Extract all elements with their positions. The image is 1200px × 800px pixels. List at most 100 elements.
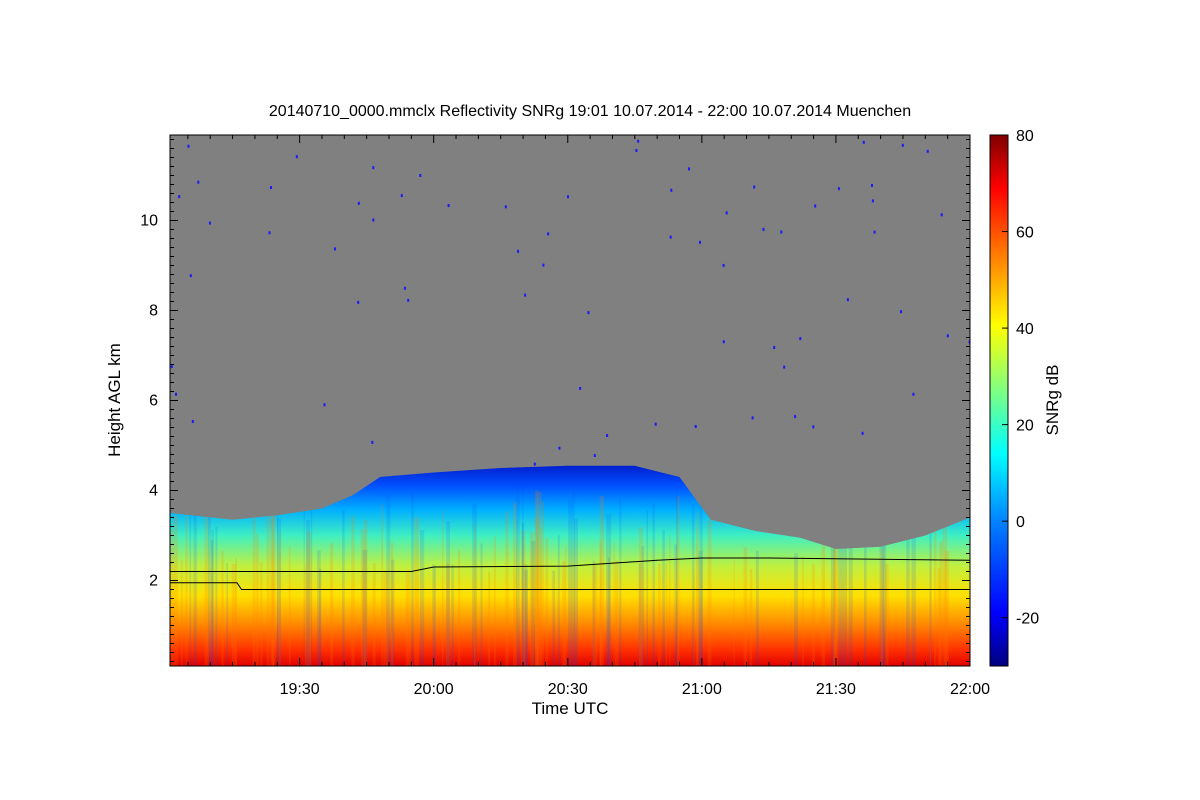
echo-streak <box>934 532 937 666</box>
noise-pixel <box>946 334 949 338</box>
echo-streak <box>411 490 414 666</box>
noise-pixel <box>175 392 177 396</box>
echo-streak <box>707 521 710 666</box>
echo-streak <box>658 563 661 666</box>
echo-streak <box>419 530 425 666</box>
noise-pixel <box>901 143 904 147</box>
echo-streak <box>446 563 450 666</box>
x-tick-label: 20:30 <box>548 681 588 698</box>
y-tick-label: 2 <box>149 573 158 590</box>
noise-pixel <box>593 454 596 457</box>
noise-pixel <box>334 247 336 251</box>
echo-streak <box>472 503 477 666</box>
echo-streak <box>372 563 376 666</box>
echo-streak <box>834 540 836 666</box>
echo-streak <box>699 489 703 666</box>
echo-streak <box>615 560 619 666</box>
noise-pixel <box>780 230 783 234</box>
echo-streak <box>592 560 596 666</box>
noise-pixel <box>873 230 876 234</box>
noise-pixel <box>900 310 902 314</box>
y-tick-label: 6 <box>149 393 158 410</box>
echo-streak <box>458 549 461 666</box>
noise-pixel <box>635 149 638 152</box>
noise-pixel <box>504 205 507 209</box>
echo-streak <box>833 503 838 666</box>
echo-streak <box>351 516 355 666</box>
echo-streak <box>599 540 602 666</box>
noise-pixel <box>912 392 915 396</box>
echo-streak <box>480 543 483 666</box>
noise-pixel <box>654 422 657 426</box>
echo-streak <box>446 521 450 666</box>
noise-pixel <box>688 167 690 171</box>
noise-pixel <box>372 218 375 222</box>
echo-streak <box>574 519 578 666</box>
echo-streak <box>906 500 910 666</box>
echo-streak <box>235 558 237 666</box>
echo-streak <box>709 499 712 666</box>
noise-pixel <box>403 286 406 290</box>
echo-streak <box>180 560 183 666</box>
echo-streak <box>270 490 275 666</box>
echo-streak <box>255 533 259 666</box>
echo-streak <box>652 503 655 666</box>
echo-streak <box>215 526 218 666</box>
noise-pixel <box>517 249 520 253</box>
y-tick-label: 10 <box>140 213 158 230</box>
echo-streak <box>540 528 542 666</box>
echo-streak <box>662 530 665 666</box>
echo-streak <box>619 498 622 666</box>
echo-streak <box>536 491 542 666</box>
y-axis-title: Height AGL km <box>105 343 124 457</box>
noise-pixel <box>542 263 545 267</box>
echo-streak <box>383 570 389 666</box>
upper-line <box>170 557 970 572</box>
echo-streak <box>693 569 695 666</box>
echo-streak <box>516 485 520 666</box>
noise-pixel <box>669 235 672 239</box>
echo-streak <box>545 537 549 666</box>
echo-streak <box>317 550 321 666</box>
noise-pixel <box>524 293 527 297</box>
echo-streak <box>848 520 853 666</box>
echo-streak <box>221 550 224 666</box>
noise-pixel <box>178 195 181 199</box>
noise-pixel <box>722 263 725 267</box>
echo-streak <box>211 529 214 666</box>
echo-streak <box>226 563 228 666</box>
echo-streak <box>330 543 334 666</box>
echo-streak <box>288 546 291 666</box>
noise-pixel <box>773 346 776 349</box>
noise-pixel <box>968 340 970 344</box>
noise-pixel <box>533 462 536 466</box>
echo-streak <box>405 570 411 666</box>
echo-streak <box>944 550 950 666</box>
echo-streak <box>524 564 528 666</box>
echo-streak <box>360 529 366 666</box>
echo-streak <box>749 568 753 666</box>
x-tick-label: 19:30 <box>280 681 320 698</box>
echo-streak <box>185 516 188 666</box>
echo-streak <box>864 537 867 666</box>
echo-streak <box>937 568 941 666</box>
echo-streak <box>830 524 835 666</box>
colorbar-tick-label: -20 <box>1016 611 1039 628</box>
noise-pixel <box>191 420 194 423</box>
chart-title: 20140710_0000.mmclx Reflectivity SNRg 19… <box>269 103 911 120</box>
echo-streak <box>613 542 615 666</box>
echo-streak <box>474 524 476 666</box>
lower-line <box>170 582 970 590</box>
echo-streak <box>606 514 612 666</box>
noise-pixel <box>783 365 786 369</box>
echo-streak <box>303 495 305 666</box>
echo-streak <box>674 544 677 666</box>
noise-pixel <box>725 211 728 215</box>
echo-streak <box>911 504 916 666</box>
colorbar-title: SNRg dB <box>1043 365 1062 436</box>
echo-streak <box>880 549 883 666</box>
echo-streak <box>535 490 539 666</box>
y-tick-label: 4 <box>149 483 158 500</box>
echo-streak <box>210 540 214 666</box>
echo-streak <box>531 541 536 666</box>
